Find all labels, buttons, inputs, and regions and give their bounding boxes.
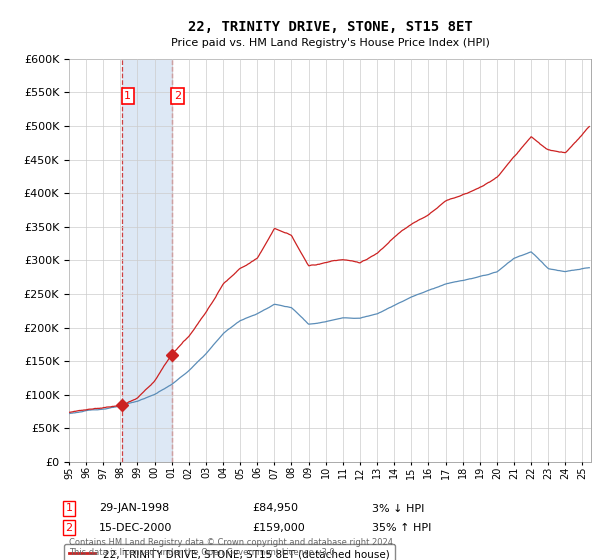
Text: £84,950: £84,950 [252,503,298,514]
Legend: 22, TRINITY DRIVE, STONE, ST15 8ET (detached house), HPI: Average price, detache: 22, TRINITY DRIVE, STONE, ST15 8ET (deta… [64,544,395,560]
Text: 1: 1 [124,91,131,101]
Text: 2: 2 [65,522,73,533]
Text: 3% ↓ HPI: 3% ↓ HPI [372,503,424,514]
Text: 15-DEC-2000: 15-DEC-2000 [99,522,172,533]
Text: 1: 1 [65,503,73,514]
Text: 22, TRINITY DRIVE, STONE, ST15 8ET: 22, TRINITY DRIVE, STONE, ST15 8ET [188,20,472,34]
Bar [122,59,172,462]
Text: 35% ↑ HPI: 35% ↑ HPI [372,522,431,533]
Text: Price paid vs. HM Land Registry's House Price Index (HPI): Price paid vs. HM Land Registry's House … [170,38,490,48]
Text: 2: 2 [174,91,181,101]
Text: 29-JAN-1998: 29-JAN-1998 [99,503,169,514]
Text: Contains HM Land Registry data © Crown copyright and database right 2024.
This d: Contains HM Land Registry data © Crown c… [69,538,395,557]
Text: £159,000: £159,000 [252,522,305,533]
